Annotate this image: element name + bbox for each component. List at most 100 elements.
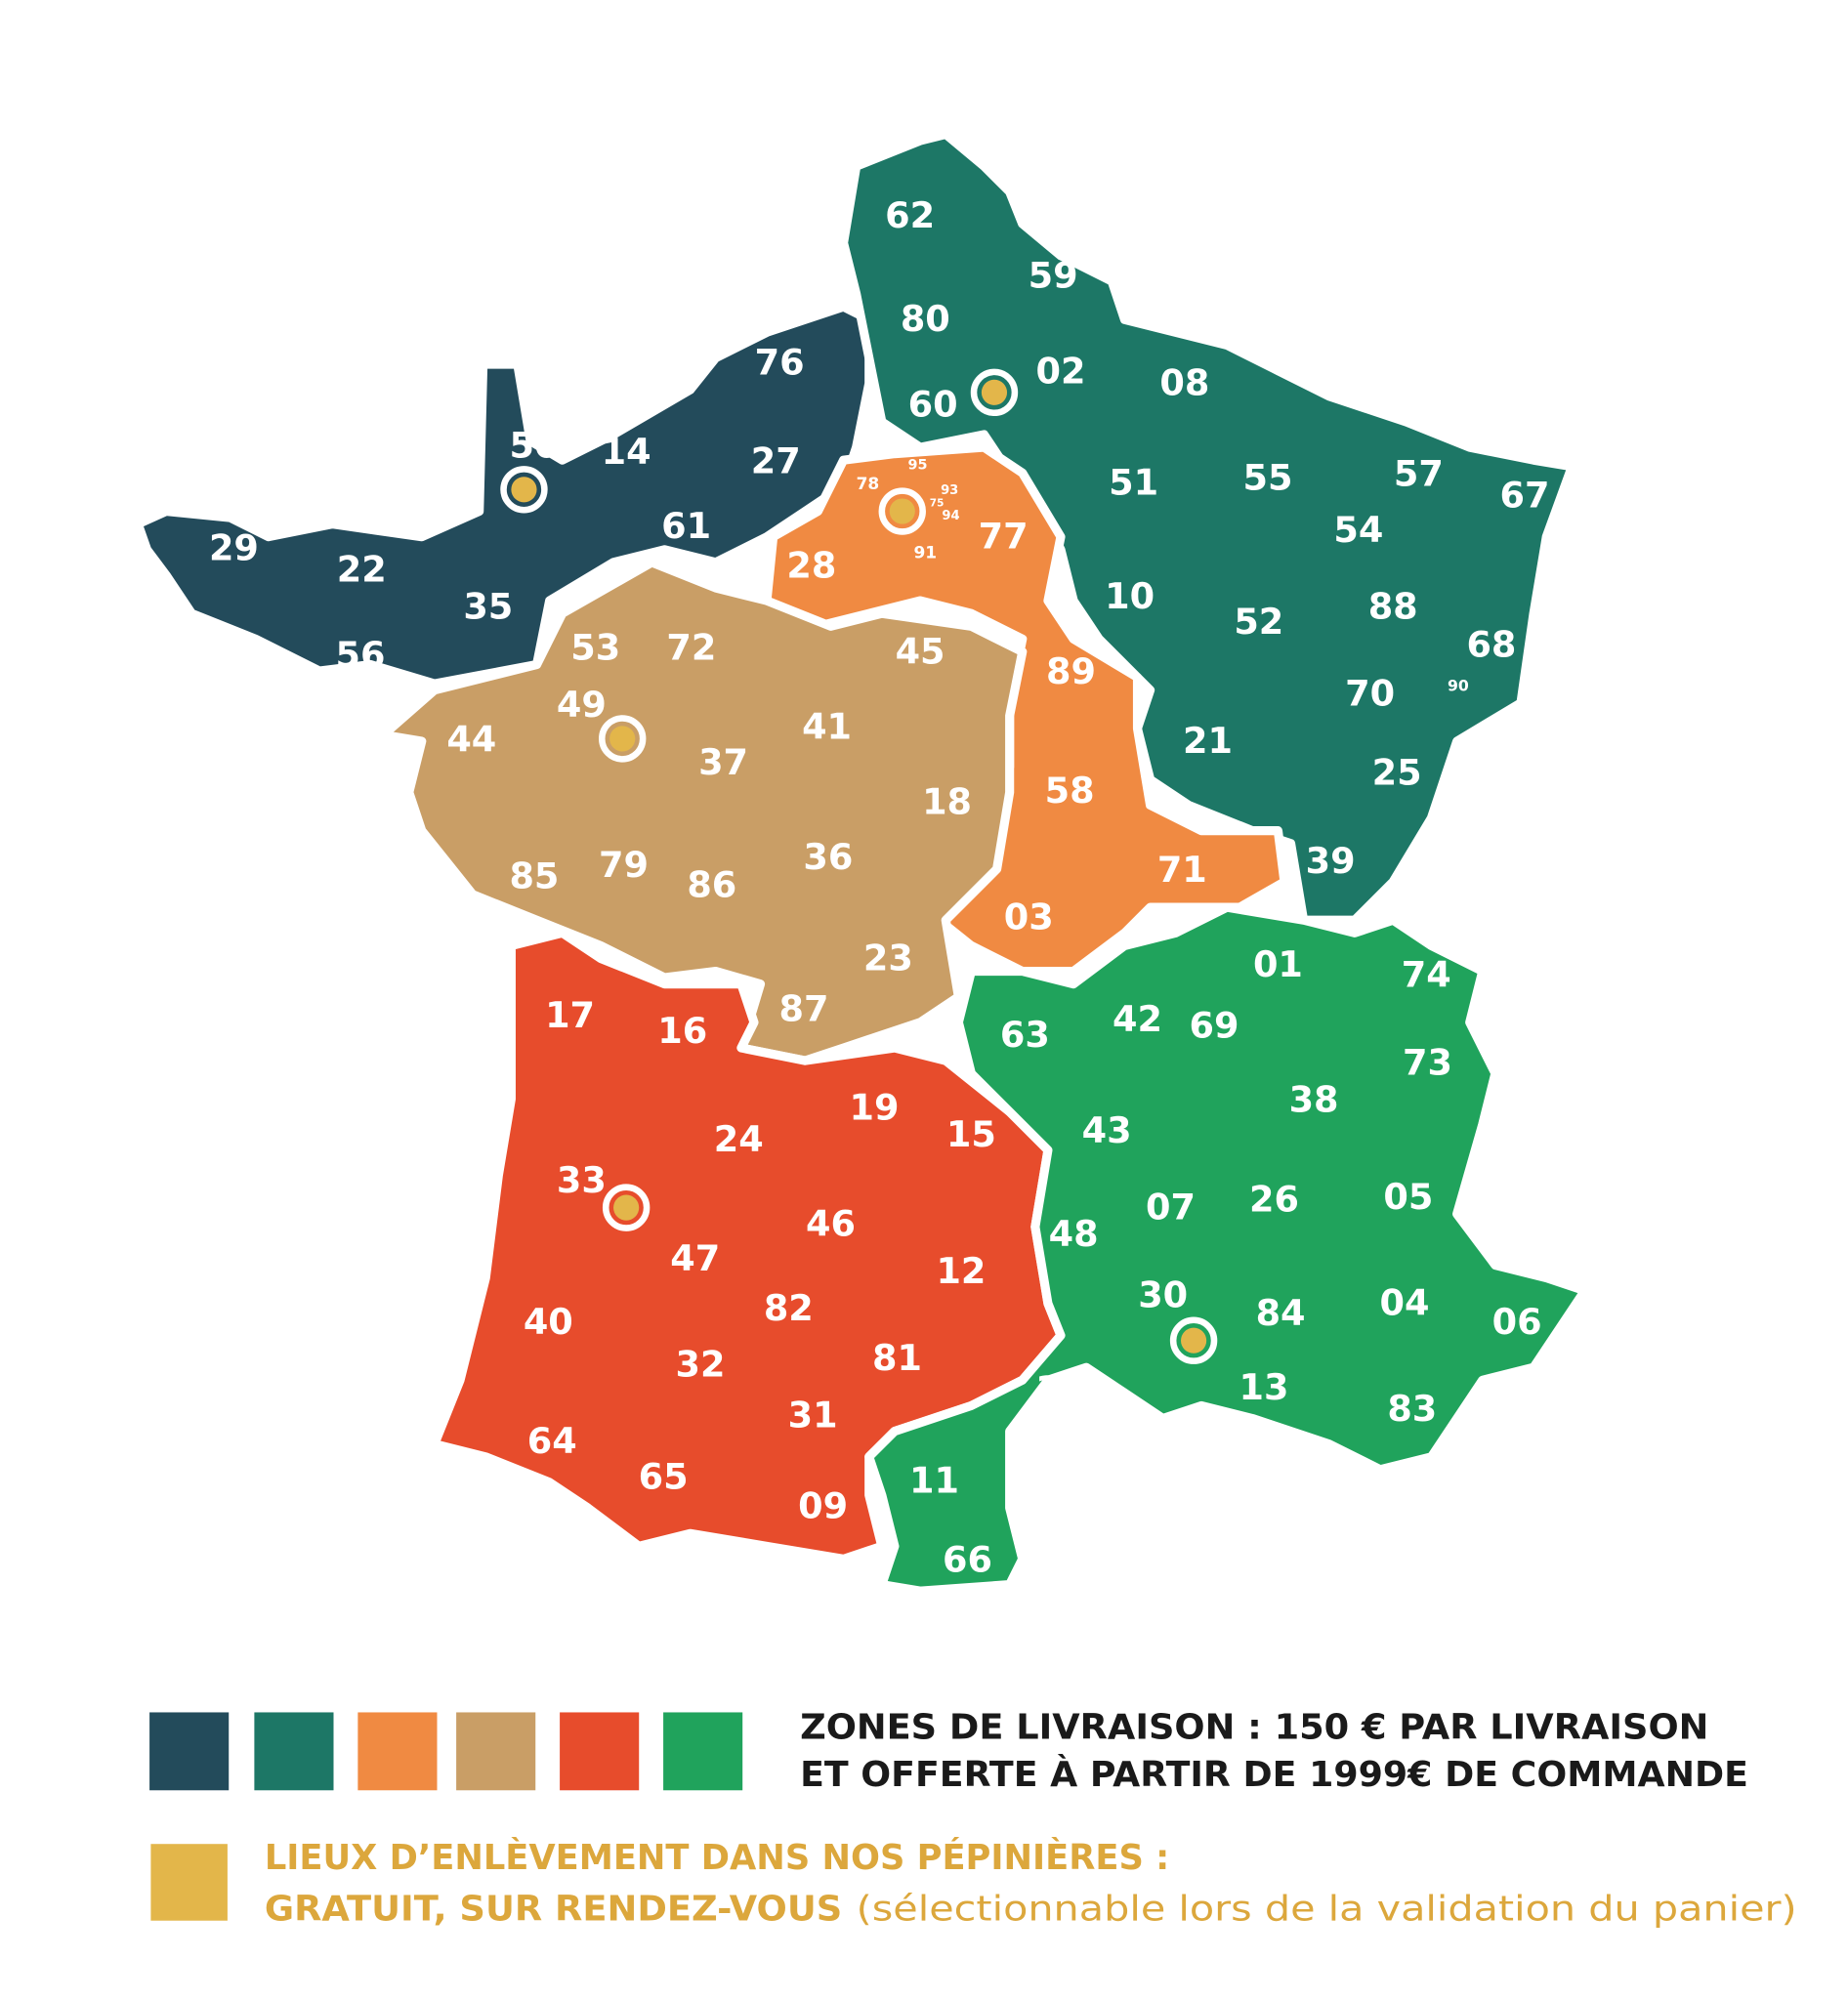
department-label: 42 [1113, 998, 1162, 1040]
pickup-ring [602, 1184, 651, 1231]
department-label: 41 [802, 705, 852, 747]
department-label: 35 [463, 585, 513, 627]
department-label: 81 [872, 1337, 922, 1379]
department-label: 52 [1234, 601, 1283, 643]
legend-swatch [456, 1712, 536, 1791]
department-label: 53 [570, 626, 620, 668]
legend-swatch [560, 1712, 640, 1791]
department-label: 36 [803, 836, 853, 878]
department-label: 43 [1082, 1109, 1132, 1151]
department-label: 82 [764, 1287, 814, 1329]
department-label: 79 [599, 844, 649, 886]
department-label: 21 [1183, 720, 1233, 762]
department-label: 10 [1105, 575, 1155, 617]
department-label: 95 [907, 457, 927, 473]
pickup-ring [878, 487, 926, 535]
department-label: 39 [1306, 840, 1356, 882]
department-label: 69 [1190, 1005, 1239, 1047]
pickup-text: GRATUIT, SUR RENDEZ-VOUS (sélectionnable … [265, 1889, 1797, 1929]
department-label: 49 [557, 684, 607, 726]
department-label: 37 [698, 741, 748, 783]
department-label: 73 [1403, 1042, 1452, 1084]
department-label: 32 [676, 1343, 726, 1385]
pickup-dot [1180, 1327, 1207, 1354]
legend-swatch [254, 1712, 334, 1791]
department-label: 26 [1249, 1179, 1299, 1221]
department-label: 34 [1036, 1369, 1086, 1411]
pickup-dot [609, 726, 636, 752]
department-label: 78 [857, 475, 880, 494]
legend-swatch [663, 1712, 743, 1791]
department-label: 93 [941, 483, 958, 498]
department-label: 31 [788, 1395, 838, 1437]
department-label: 27 [751, 439, 801, 481]
department-label: 05 [1383, 1176, 1433, 1218]
department-label: 72 [666, 626, 716, 668]
department-label: 91 [913, 544, 937, 563]
legend-swatch [357, 1712, 438, 1791]
department-label: 04 [1379, 1282, 1429, 1324]
department-label: 70 [1345, 672, 1395, 714]
department-label: 90 [1448, 676, 1469, 694]
department-label: 68 [1466, 624, 1516, 666]
department-label: 83 [1387, 1388, 1437, 1430]
department-label: 62 [885, 194, 935, 236]
department-label: 77 [979, 516, 1029, 558]
department-label: 71 [1157, 849, 1207, 891]
department-label: 13 [1239, 1366, 1289, 1408]
pickup-text-bold: GRATUIT, SUR RENDEZ-VOUS [265, 1889, 842, 1929]
department-label: 87 [779, 988, 829, 1030]
department-label: 16 [657, 1010, 707, 1052]
department-label: 44 [446, 719, 496, 761]
department-label: 80 [901, 298, 950, 340]
department-label: 01 [1253, 943, 1303, 985]
pickup-ring [970, 368, 1019, 417]
department-label: 24 [714, 1118, 764, 1160]
department-label: 29 [209, 526, 259, 568]
department-label: 45 [896, 630, 945, 672]
pickup-dot [511, 477, 537, 503]
department-label: 59 [1029, 255, 1078, 297]
legend-swatch [149, 1712, 230, 1791]
department-label: 25 [1372, 752, 1422, 794]
department-label: 67 [1499, 475, 1549, 517]
department-label: 75 [930, 498, 945, 510]
department-label: 33 [557, 1159, 607, 1201]
department-label: 46 [806, 1202, 856, 1244]
pickup-dot [981, 379, 1008, 405]
department-label: 63 [1000, 1014, 1050, 1056]
department-label: 74 [1402, 953, 1451, 995]
department-label: 89 [1046, 650, 1096, 692]
pickup-dot [613, 1194, 640, 1221]
department-label: 51 [1109, 462, 1158, 504]
zone-area [762, 442, 1289, 977]
department-label: 28 [786, 545, 836, 587]
department-label: 02 [1036, 351, 1086, 393]
department-label: 64 [527, 1420, 577, 1462]
department-label: 08 [1159, 361, 1209, 403]
department-label: 86 [687, 864, 736, 906]
department-label: 65 [639, 1456, 689, 1498]
department-label: 07 [1146, 1186, 1196, 1228]
department-label: 19 [849, 1086, 899, 1128]
department-label: 18 [922, 781, 972, 823]
department-label: 15 [946, 1113, 996, 1155]
department-label: 50 [509, 425, 559, 467]
department-label: 06 [1492, 1301, 1542, 1343]
department-label: 94 [942, 509, 959, 523]
department-label: 30 [1138, 1274, 1188, 1316]
department-label: 54 [1333, 509, 1383, 551]
department-label: 85 [509, 855, 559, 897]
department-label: 14 [602, 431, 651, 473]
department-label: 55 [1242, 456, 1292, 498]
pickup-text: LIEUX D’ENLÈVEMENT DANS NOS PÉPINIÈRES : [265, 1837, 1169, 1878]
department-label: 11 [909, 1459, 959, 1501]
department-label: 12 [936, 1250, 986, 1292]
department-label: 61 [661, 505, 711, 547]
legend-text: ET OFFERTE À PARTIR DE 1999€ DE COMMANDE [800, 1754, 1748, 1795]
pickup-note: (sélectionnable lors de la validation du… [857, 1889, 1797, 1929]
department-label: 40 [524, 1301, 573, 1343]
pickup-dot [889, 498, 915, 524]
